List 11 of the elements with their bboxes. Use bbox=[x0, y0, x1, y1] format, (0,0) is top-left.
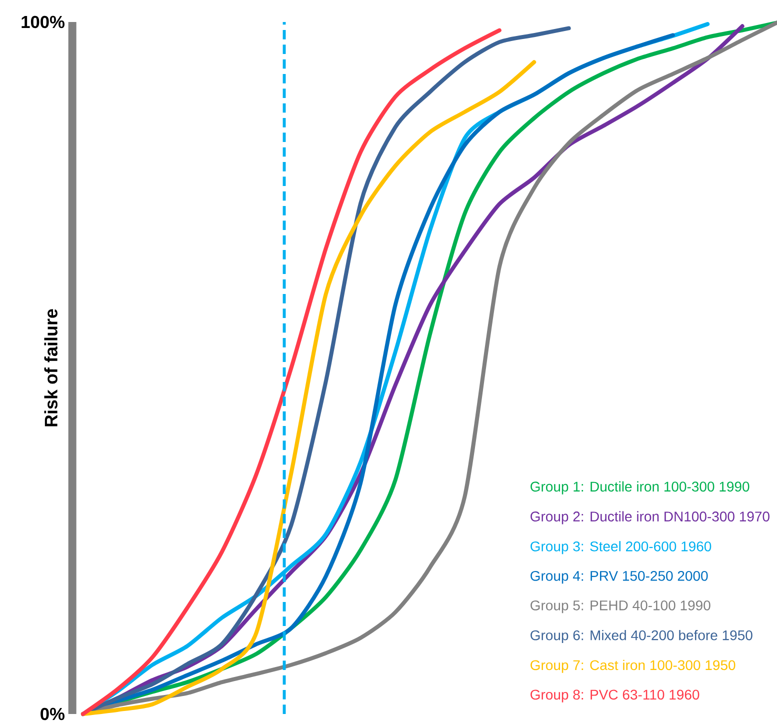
y-axis-title: Risk of failure bbox=[44, 309, 58, 426]
y-tick-label: 0% bbox=[40, 708, 64, 720]
text: Group 8: PVC 63-110 1960 bbox=[530, 690, 700, 702]
text: Group 7: Cast iron 100-300 1950 bbox=[530, 660, 736, 673]
text: Group 5: PEHD 40-100 1990 bbox=[530, 600, 710, 614]
text: Group 1: Ductile iron 100-300 1990 bbox=[530, 481, 750, 494]
text: Group 3: Steel 200-600 1960 bbox=[530, 541, 712, 554]
text: Group 4: PRV 150-250 2000 bbox=[530, 570, 708, 584]
text: Group 2: Ductile iron DN100-300 1970 bbox=[530, 511, 770, 524]
y-tick-label: 100% bbox=[22, 16, 64, 28]
text: Group 6: Mixed 40-200 before 1950 bbox=[530, 630, 752, 644]
